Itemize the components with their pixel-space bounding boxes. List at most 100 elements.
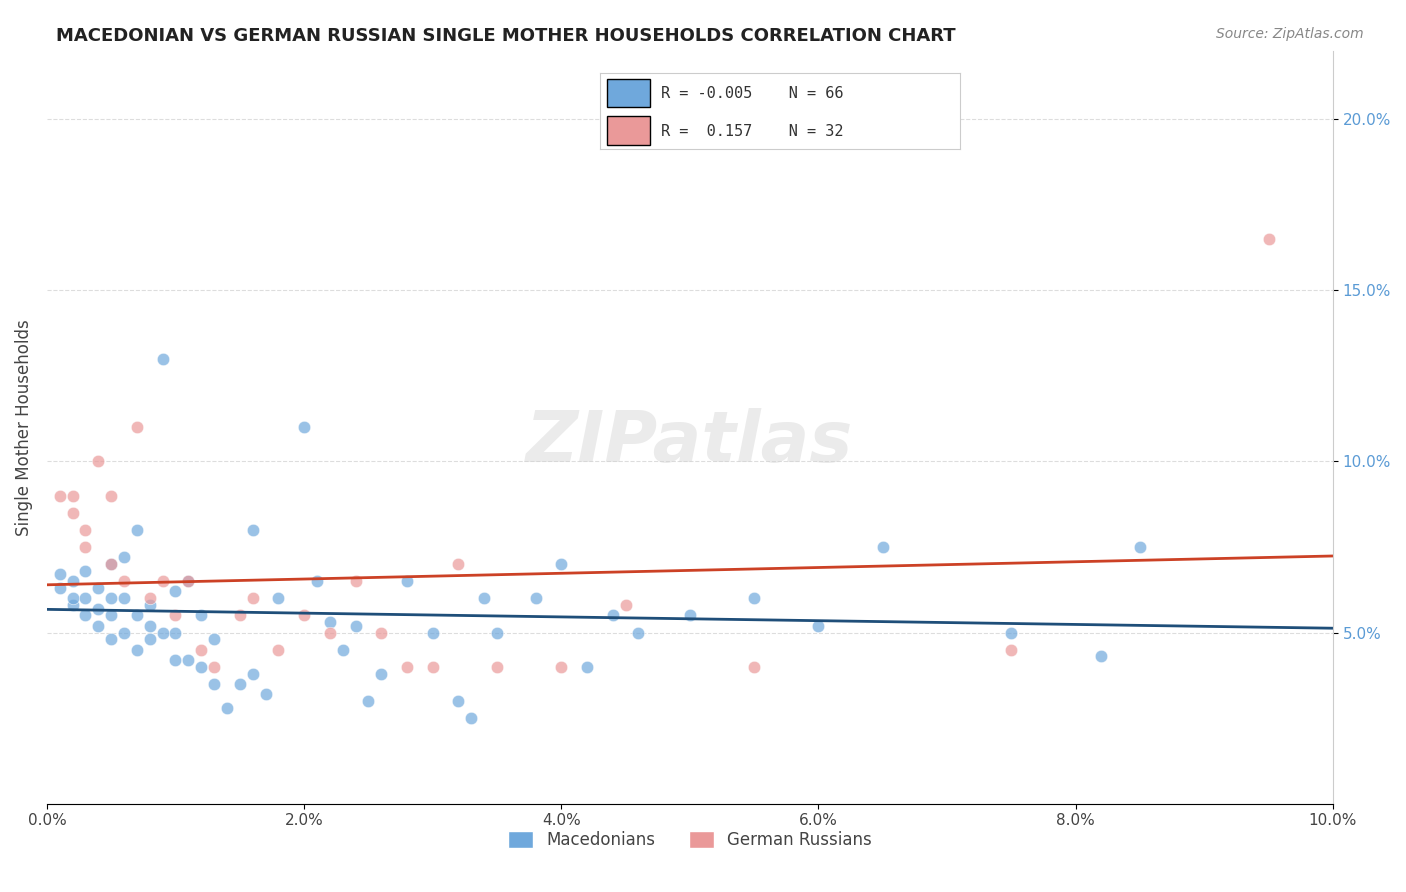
Point [75,564,97,578]
Point [112,574,135,589]
Point [344,618,367,632]
Point [48,567,70,582]
Point [229,677,252,691]
Point [62,591,84,606]
Point [1257,232,1279,246]
Point [742,659,765,673]
Point [48,581,70,595]
Text: ZIPatlas: ZIPatlas [526,408,853,476]
Point [100,632,122,647]
Point [112,591,135,606]
Point [742,591,765,606]
Point [447,694,470,708]
Point [62,598,84,612]
Point [152,574,174,589]
Point [139,618,162,632]
Point [370,625,392,640]
Point [602,608,624,623]
Legend: Macedonians, German Russians: Macedonians, German Russians [502,824,879,855]
Point [125,642,148,657]
Text: MACEDONIAN VS GERMAN RUSSIAN SINGLE MOTHER HOUSEHOLDS CORRELATION CHART: MACEDONIAN VS GERMAN RUSSIAN SINGLE MOTH… [56,27,956,45]
Point [165,584,187,599]
Point [125,608,148,623]
Point [215,700,238,714]
Point [576,659,599,673]
Point [1000,642,1022,657]
Point [62,489,84,503]
Point [190,642,212,657]
Point [165,653,187,667]
Point [48,489,70,503]
Point [472,591,495,606]
Point [139,591,162,606]
Point [627,625,650,640]
Point [524,591,547,606]
Point [112,625,135,640]
Point [75,608,97,623]
Point [139,632,162,647]
Point [319,625,342,640]
Point [422,659,444,673]
Point [485,625,508,640]
Point [357,694,380,708]
Point [1000,625,1022,640]
Point [87,454,110,468]
Text: Source: ZipAtlas.com: Source: ZipAtlas.com [1216,27,1364,41]
Point [190,659,212,673]
Point [872,540,894,554]
Point [679,608,702,623]
Point [292,608,315,623]
Point [100,557,122,571]
Point [319,615,342,630]
Point [614,598,637,612]
Point [807,618,830,632]
Point [292,420,315,434]
Point [370,666,392,681]
Point [177,574,200,589]
Point [100,557,122,571]
Point [242,523,264,537]
Point [125,523,148,537]
Point [550,659,572,673]
Point [242,666,264,681]
Point [125,420,148,434]
Point [190,608,212,623]
Point [139,598,162,612]
Point [332,642,354,657]
Point [202,677,225,691]
Point [75,540,97,554]
Point [87,618,110,632]
Point [267,642,290,657]
Point [395,659,418,673]
Point [202,659,225,673]
Point [62,506,84,520]
Point [177,574,200,589]
Point [254,687,277,701]
Point [165,625,187,640]
Point [75,523,97,537]
Point [447,557,470,571]
Point [202,632,225,647]
Point [152,351,174,366]
Point [460,711,482,725]
Point [87,581,110,595]
Point [422,625,444,640]
Point [100,489,122,503]
Point [165,608,187,623]
Point [100,608,122,623]
Point [485,659,508,673]
Point [305,574,328,589]
Point [152,625,174,640]
Point [62,574,84,589]
Point [100,591,122,606]
Point [112,550,135,565]
Point [177,653,200,667]
Point [550,557,572,571]
Point [267,591,290,606]
Point [75,591,97,606]
Point [1129,540,1152,554]
Point [395,574,418,589]
Point [229,608,252,623]
Point [242,591,264,606]
Point [1090,649,1112,664]
